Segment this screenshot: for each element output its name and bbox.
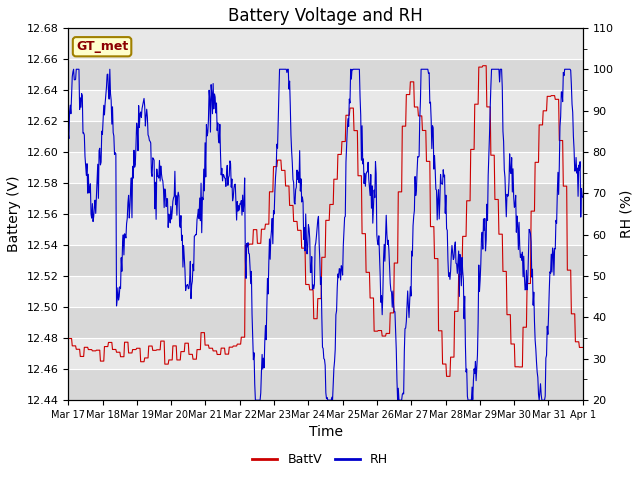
RH [125,215,133,221]
BattV [378,333,386,339]
BattV [220,345,227,351]
Bar [68,369,583,400]
Title: Battery Voltage and RH: Battery Voltage and RH [228,7,423,25]
Bar [68,183,583,214]
Y-axis label: Battery (V): Battery (V) [7,176,21,252]
X-axis label: Time: Time [308,425,342,440]
Bar [68,121,583,152]
RH [408,253,416,259]
RH [246,251,253,257]
BattV [125,350,132,356]
RH [252,397,259,403]
BattV [264,221,272,227]
Bar [68,307,583,338]
BattV [479,63,486,69]
RH [380,256,387,262]
Line: BattV: BattV [68,66,583,376]
RH [579,194,587,200]
Bar [68,245,583,276]
Legend: BattV, RH: BattV, RH [248,448,392,471]
Line: RH: RH [68,69,583,400]
RH [65,129,72,135]
Y-axis label: RH (%): RH (%) [619,190,633,238]
BattV [443,373,451,379]
BattV [65,336,72,341]
Bar [68,59,583,90]
RH [266,236,273,242]
RH [220,172,228,178]
Text: GT_met: GT_met [76,40,128,53]
BattV [579,345,587,350]
BattV [407,79,415,85]
RH [70,66,77,72]
BattV [245,242,253,248]
